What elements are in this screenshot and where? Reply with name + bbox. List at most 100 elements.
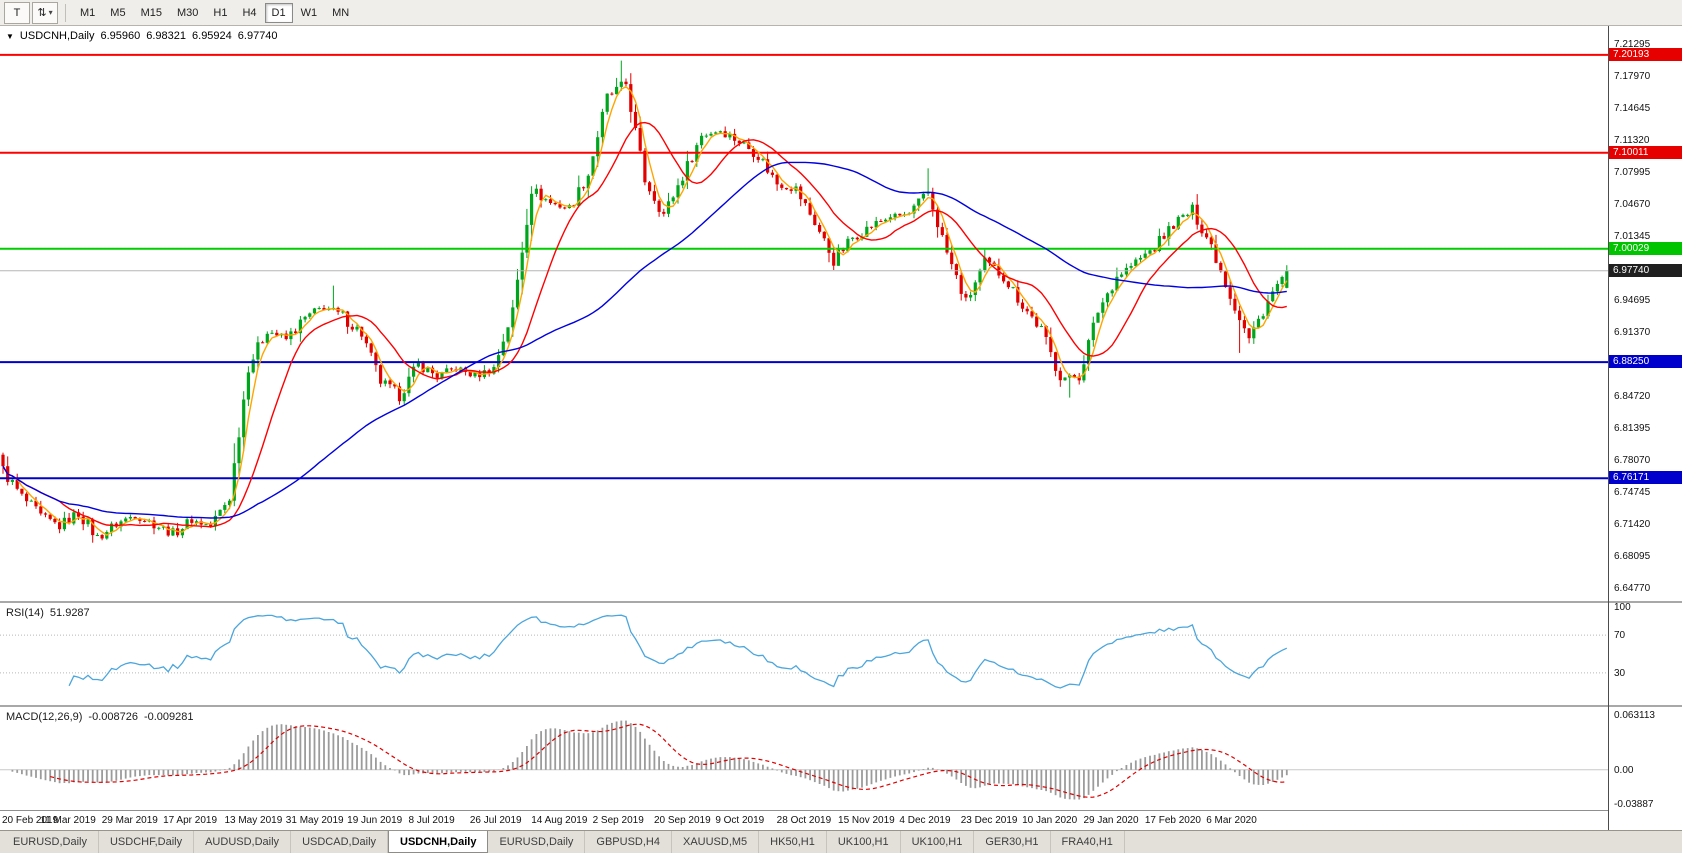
price-level-label: 6.97740 xyxy=(1609,264,1682,277)
macd-axis-tick: 0.00 xyxy=(1614,765,1634,776)
chart-tab-uk100-h1[interactable]: UK100,H1 xyxy=(827,831,901,853)
timeframe-button-h4[interactable]: H4 xyxy=(242,6,257,19)
x-axis-label: 9 Oct 2019 xyxy=(715,815,765,826)
chart-tab-hk50-h1[interactable]: HK50,H1 xyxy=(759,831,827,853)
chart-symbol-period: USDCNH,Daily xyxy=(19,30,95,42)
rsi-value: 51.9287 xyxy=(49,607,90,619)
x-axis-label: 17 Apr 2019 xyxy=(163,815,218,826)
macd-signal-value: -0.009281 xyxy=(143,711,194,723)
y-axis-tick: 6.64770 xyxy=(1614,583,1651,594)
macd-name: MACD(12,26,9) xyxy=(6,711,83,723)
price-level-label: 6.88250 xyxy=(1609,355,1682,368)
macd-axis-tick: -0.03887 xyxy=(1614,799,1654,810)
y-axis-tick: 7.01345 xyxy=(1614,231,1651,242)
ohlc-close: 6.97740 xyxy=(237,30,278,42)
price-level-label: 7.20193 xyxy=(1609,48,1682,61)
timeframe-button-m5[interactable]: M5 xyxy=(110,6,126,19)
x-axis-label: 14 Aug 2019 xyxy=(531,815,588,826)
rsi-axis-tick: 70 xyxy=(1614,630,1626,641)
timeframe-button-m15[interactable]: M15 xyxy=(140,6,162,19)
toolbar-separator xyxy=(65,3,66,22)
x-axis-label: 20 Feb 2019 xyxy=(2,815,59,826)
x-axis-label: 2 Sep 2019 xyxy=(592,815,644,826)
x-axis-label: 8 Jul 2019 xyxy=(408,815,455,826)
x-axis-label: 31 May 2019 xyxy=(285,815,344,826)
x-axis-label: 29 Jan 2020 xyxy=(1083,815,1139,826)
y-axis-tick: 7.07995 xyxy=(1614,167,1651,178)
panel-splitter[interactable] xyxy=(0,601,1682,603)
x-axis-label: 13 May 2019 xyxy=(224,815,283,826)
price-level-label: 7.10011 xyxy=(1609,146,1682,159)
chart-window: ▼ USDCNH,Daily 6.95960 6.98321 6.95924 6… xyxy=(0,26,1682,830)
rsi-axis-tick: 30 xyxy=(1614,668,1626,679)
x-axis-label: 29 Mar 2019 xyxy=(101,815,158,826)
chart-tab-xauusd-m5[interactable]: XAUUSD,M5 xyxy=(672,831,760,853)
x-axis-label: 19 Jun 2019 xyxy=(347,815,403,826)
text-tool-button[interactable]: T xyxy=(4,1,30,24)
x-axis-label: 20 Sep 2019 xyxy=(653,815,711,826)
x-axis-label: 4 Dec 2019 xyxy=(899,815,951,826)
rsi-label: RSI(14) 51.9287 xyxy=(6,607,90,619)
chart-tab-ger30-h1[interactable]: GER30,H1 xyxy=(974,831,1051,853)
y-axis-tick: 7.21295 xyxy=(1614,39,1651,50)
y-axis-tick: 6.74745 xyxy=(1614,487,1651,498)
y-axis-tick: 7.04670 xyxy=(1614,199,1651,210)
y-axis-tick: 7.11320 xyxy=(1614,135,1650,146)
chart-tab-eurusd-daily[interactable]: EURUSD,Daily xyxy=(2,831,99,853)
y-axis-tick: 6.78070 xyxy=(1614,455,1651,466)
y-axis-tick: 6.68095 xyxy=(1614,551,1651,562)
x-axis-label: 28 Oct 2019 xyxy=(776,815,832,826)
chart-tab-usdcad-daily[interactable]: USDCAD,Daily xyxy=(291,831,389,853)
chart-tools-button[interactable]: ⇅ ▾ xyxy=(32,1,58,24)
timeframe-buttons: M1 M5 M15 M30 H1 H4 D1 W1 MN xyxy=(73,2,356,23)
price-level-label: 6.76171 xyxy=(1609,471,1682,484)
chart-tab-usdcnh-daily[interactable]: USDCNH,Daily xyxy=(388,831,489,853)
y-axis-tick: 6.94695 xyxy=(1614,295,1651,306)
time-axis[interactable]: 20 Feb 2019 11 Mar 2019 29 Mar 2019 17 Apr … xyxy=(0,810,1608,830)
y-axis-tick: 7.17970 xyxy=(1614,71,1651,82)
y-axis-tick: 6.71420 xyxy=(1614,519,1651,530)
rsi-axis-tick: 100 xyxy=(1614,602,1631,613)
timeframe-button-mn[interactable]: MN xyxy=(332,6,350,19)
text-tool-label: T xyxy=(13,6,21,19)
x-axis-label: 15 Nov 2019 xyxy=(838,815,895,826)
chart-tab-bar: EURUSD,Daily USDCHF,Daily AUDUSD,Daily USDC… xyxy=(0,830,1682,853)
rsi-name: RSI(14) xyxy=(6,607,44,619)
price-level-label: 7.00029 xyxy=(1609,242,1682,255)
ohlc-low: 6.95924 xyxy=(192,30,232,42)
chart-tab-uk100-h1[interactable]: UK100,H1 xyxy=(901,831,975,853)
chart-title: ▼ USDCNH,Daily 6.95960 6.98321 6.95924 6… xyxy=(6,30,278,42)
ohlc-open: 6.95960 xyxy=(100,30,141,42)
ohlc-high: 6.98321 xyxy=(146,30,187,42)
x-axis-label: 26 Jul 2019 xyxy=(469,815,522,826)
timeframe-button-m1[interactable]: M1 xyxy=(80,6,96,19)
top-toolbar: T ⇅ ▾ M1 M5 M15 M30 H1 H4 D1 W1 MN xyxy=(0,0,1682,26)
chart-tab-usdchf-daily[interactable]: USDCHF,Daily xyxy=(99,831,195,853)
y-axis-tick: 6.91370 xyxy=(1614,327,1651,338)
chart-tools-icon: ⇅ xyxy=(37,7,47,19)
chart-tab-gbpusd-h4[interactable]: GBPUSD,H4 xyxy=(585,831,672,853)
y-axis-tick: 7.14645 xyxy=(1614,103,1651,114)
panel-splitter[interactable] xyxy=(0,705,1682,707)
chevron-down-icon: ▾ xyxy=(48,8,53,17)
y-axis-tick: 6.81395 xyxy=(1614,423,1651,434)
rsi-indicator-panel[interactable] xyxy=(0,603,1608,705)
timeframe-button-h1[interactable]: H1 xyxy=(213,6,228,19)
main-price-chart[interactable] xyxy=(0,26,1608,601)
chart-dropdown-icon[interactable]: ▼ xyxy=(6,31,14,41)
chart-tab-fra40-h1[interactable]: FRA40,H1 xyxy=(1051,831,1125,853)
x-axis-label: 23 Dec 2019 xyxy=(960,815,1018,826)
x-axis-label: 6 Mar 2020 xyxy=(1206,815,1257,826)
price-axis[interactable]: 7.21295 7.17970 7.14645 7.11320 7.07995 7.046… xyxy=(1608,26,1682,830)
macd-indicator-panel[interactable] xyxy=(0,707,1608,810)
x-axis-label: 10 Jan 2020 xyxy=(1022,815,1078,826)
timeframe-button-m30[interactable]: M30 xyxy=(176,6,199,19)
macd-axis-tick: 0.063113 xyxy=(1614,710,1655,721)
macd-main-value: -0.008726 xyxy=(88,711,138,723)
timeframe-button-d1[interactable]: D1 xyxy=(264,2,293,23)
timeframe-button-w1[interactable]: W1 xyxy=(300,6,318,19)
macd-label: MACD(12,26,9) -0.008726 -0.009281 xyxy=(6,711,194,723)
x-axis-label: 17 Feb 2020 xyxy=(1144,815,1201,826)
chart-tab-eurusd-daily[interactable]: EURUSD,Daily xyxy=(488,831,586,853)
chart-tab-audusd-daily[interactable]: AUDUSD,Daily xyxy=(194,831,292,853)
